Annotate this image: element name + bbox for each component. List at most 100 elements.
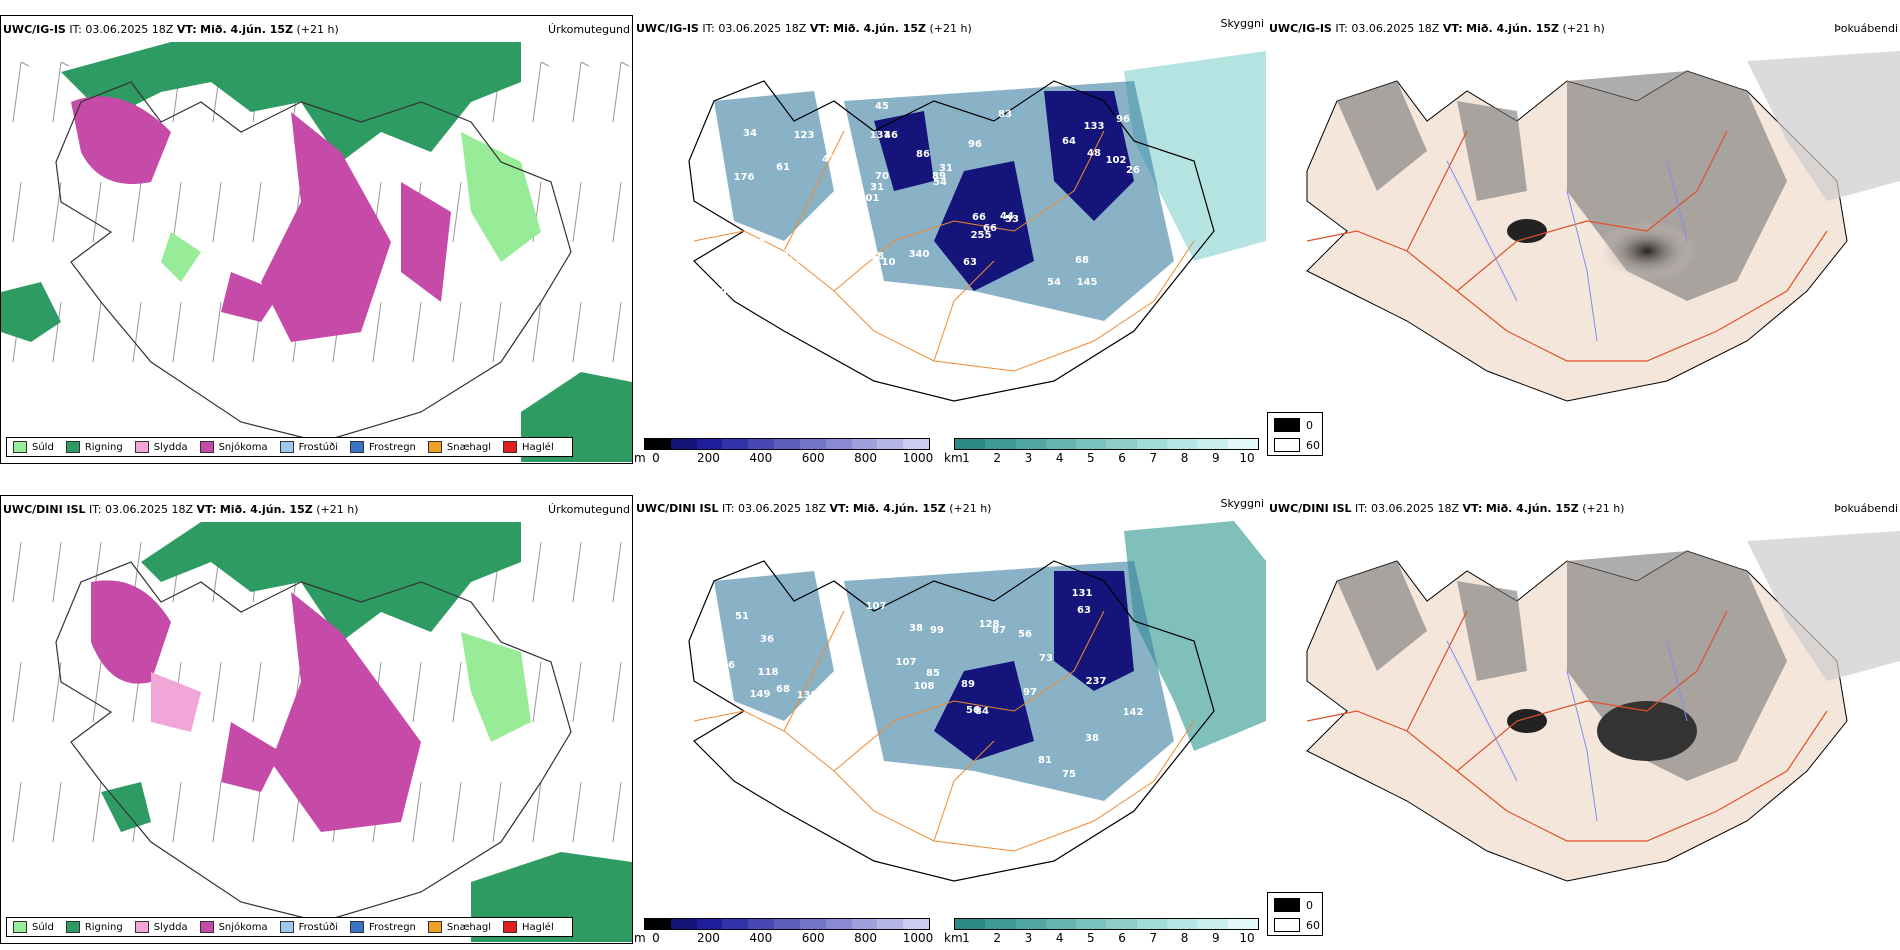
colorbar-tick-label: 800	[854, 931, 878, 945]
precip-rain-region	[141, 522, 521, 642]
very-low-cloud-region	[874, 91, 1134, 291]
swatch	[199, 921, 214, 933]
colorbar-segment	[877, 439, 904, 449]
panel-title: Þokuábendi	[1834, 502, 1898, 515]
fog-label-0: 0	[1306, 899, 1313, 912]
iceland-coastline	[688, 80, 1215, 402]
visibility-colorbar	[954, 918, 1259, 930]
legend-item: Snjókoma	[199, 921, 268, 933]
fog-swatch-black	[1274, 418, 1300, 432]
precip-map	[1, 42, 632, 462]
legend-item: Súld	[13, 921, 54, 933]
colorbar-segment	[1227, 439, 1258, 449]
swatch	[65, 441, 80, 453]
legend-item: Haglél	[503, 441, 554, 453]
panel-header: UWC/IG-IS IT: 03.06.2025 18Z VT: Mið. 4.…	[636, 22, 972, 35]
dense-fog-spot	[1597, 701, 1697, 761]
precip-snow-region	[91, 580, 421, 832]
colorbar-tick-label: 400	[749, 451, 773, 465]
colorbar-tick-label: 10	[1239, 451, 1255, 465]
colorbar-segment	[903, 439, 929, 449]
fog-haze-offshore	[1747, 51, 1900, 201]
swatch	[427, 441, 442, 453]
colorbar-segment	[696, 919, 723, 929]
road-network	[693, 130, 1195, 372]
swatch	[65, 921, 80, 933]
colorbar-tick-label: 400	[749, 931, 773, 945]
colorbar-segment	[1227, 919, 1258, 929]
colorbar-segment	[696, 439, 723, 449]
colorbar-tick-label: 0	[652, 931, 660, 945]
legend-item: Rigning	[65, 921, 123, 933]
precip-legend: Súld Rigning Slydda Snjókoma Frostúði Fr…	[6, 917, 573, 937]
colorbar-tick-label: 1000	[902, 451, 934, 465]
legend-item: Snæhagl	[427, 921, 491, 933]
legend-item: Haglél	[503, 921, 554, 933]
fog-swatch-white	[1274, 438, 1300, 452]
iceland-coastline	[688, 560, 1215, 882]
colorbar-tick-label: 9	[1211, 931, 1220, 945]
visibility-map	[688, 521, 1266, 882]
fog-label-60: 60	[1306, 439, 1320, 452]
panel-header: UWC/IG-IS IT: 03.06.2025 18Z VT: Mið. 4.…	[1269, 22, 1605, 35]
colorbar-tick-label: 9	[1211, 451, 1220, 465]
swatch	[427, 921, 442, 933]
river-network	[1446, 640, 1688, 822]
fog-region	[1124, 521, 1266, 751]
colorbar-tick-label: 3	[1024, 931, 1033, 945]
colorbar-segment	[670, 919, 697, 929]
panel-header: UWC/DINI ISL IT: 03.06.2025 18Z VT: Mið.…	[3, 503, 359, 516]
dense-fog-spot	[1597, 221, 1697, 281]
fog-swatch-black	[1274, 898, 1300, 912]
swatch	[134, 921, 149, 933]
colorbar-segment	[645, 919, 671, 929]
colorbar-segment	[799, 439, 826, 449]
precip-snow-region	[71, 96, 451, 343]
legend-item: Frostúði	[279, 441, 338, 453]
colorbar-segment	[1045, 439, 1077, 449]
road-network	[1306, 610, 1828, 842]
fog-label-60: 60	[1306, 919, 1320, 932]
colorbar-tick-label: 8	[1180, 931, 1189, 945]
fog-swatch-white	[1274, 918, 1300, 932]
legend-item: Frostúði	[279, 921, 338, 933]
swatch	[134, 441, 149, 453]
legend-item: Snæhagl	[427, 441, 491, 453]
panel-title: Úrkomutegund	[548, 23, 630, 36]
fog-region	[1124, 51, 1266, 261]
colorbar-segment	[1076, 919, 1107, 929]
precip-rain-region	[61, 42, 521, 162]
panel-header: UWC/DINI ISL IT: 03.06.2025 18Z VT: Mið.…	[1269, 502, 1625, 515]
swatch	[13, 441, 27, 453]
colorbar-segment	[799, 919, 826, 929]
colorbar-segment	[1045, 919, 1077, 929]
colorbar-tick-label: 0	[652, 451, 660, 465]
fog-index-map	[1306, 531, 1900, 882]
colorbar-segment	[825, 919, 852, 929]
legend-item: Rigning	[65, 441, 123, 453]
colorbar-segment	[1136, 439, 1168, 449]
swatch	[279, 441, 294, 453]
dense-fog-spot	[1507, 219, 1547, 243]
colorbar-segment	[670, 439, 697, 449]
swatch	[199, 441, 214, 453]
legend-item: Frostregn	[350, 921, 416, 933]
colorbar-segment	[722, 919, 749, 929]
colorbar-segment	[774, 439, 800, 449]
precip-map	[12, 522, 632, 942]
colorbar-segment	[955, 439, 986, 449]
colorbar-tick-label: 3	[1024, 451, 1033, 465]
legend-item: Súld	[13, 441, 54, 453]
colorbar-tick-label: 7	[1149, 931, 1158, 945]
colorbar-segment	[1076, 439, 1107, 449]
colorbar-segment	[748, 439, 775, 449]
colorbar-tick-label: 600	[801, 451, 825, 465]
colorbar-segment	[851, 439, 878, 449]
fog-haze-offshore	[1747, 531, 1900, 681]
cloud-base-unit: m	[634, 931, 646, 945]
river-network	[1446, 160, 1688, 342]
colorbar-segment	[851, 919, 878, 929]
colorbar-segment	[748, 919, 775, 929]
colorbar-tick-label: 5	[1087, 451, 1095, 465]
colorbar-segment	[1015, 439, 1046, 449]
